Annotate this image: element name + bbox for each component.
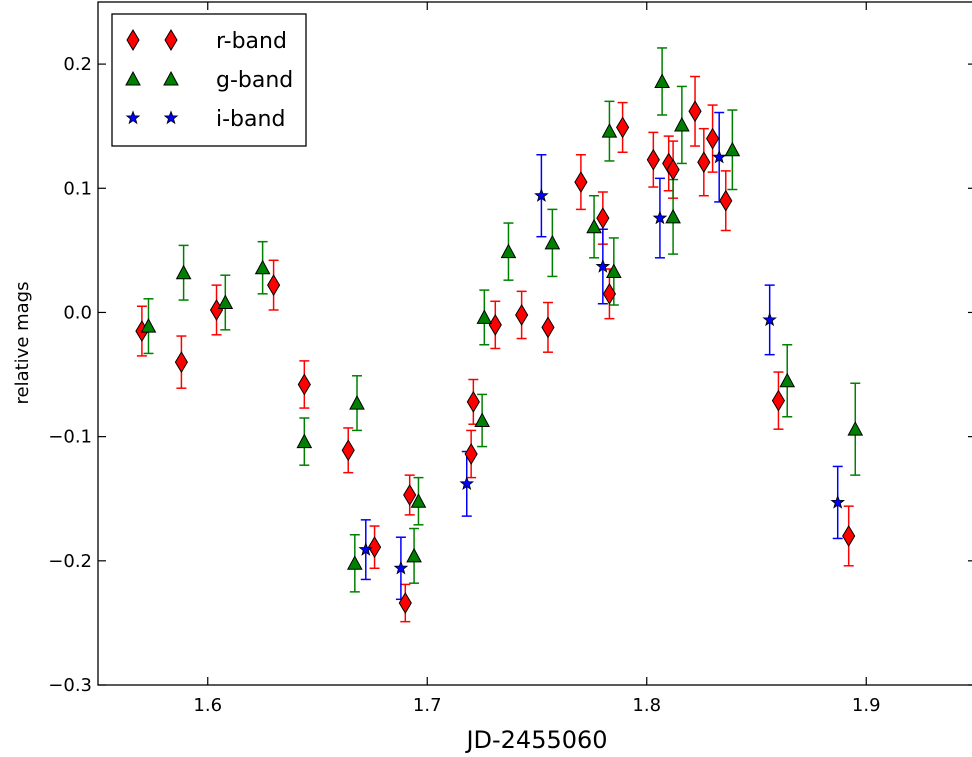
r-band-point bbox=[174, 351, 188, 374]
g-band-point bbox=[476, 309, 493, 324]
legend-label-r-band: r-band bbox=[216, 29, 287, 54]
g-band-point bbox=[217, 294, 234, 310]
r-band-point bbox=[464, 443, 478, 465]
g-band-point bbox=[175, 264, 192, 280]
g-band-point bbox=[724, 141, 741, 157]
x-axis-title: JD-2455060 bbox=[464, 726, 607, 754]
legend-marker-g-band bbox=[125, 70, 141, 86]
i-band-point bbox=[459, 476, 475, 491]
x-tick-label: 1.9 bbox=[852, 695, 881, 716]
i-band-point bbox=[393, 560, 409, 575]
g-band-point bbox=[296, 433, 313, 449]
i-band-point bbox=[830, 494, 846, 509]
r-band-point bbox=[771, 389, 786, 412]
r-band-point bbox=[646, 148, 660, 171]
legend-marker-g-band bbox=[163, 70, 179, 86]
r-band-point bbox=[616, 116, 630, 139]
y-tick-label: −0.2 bbox=[48, 551, 92, 572]
r-band-point bbox=[574, 171, 588, 194]
y-axis-title: relative mags bbox=[12, 282, 33, 405]
r-band-point bbox=[398, 592, 412, 615]
g-band-point bbox=[674, 116, 690, 132]
g-band-point bbox=[406, 547, 422, 563]
r-band-point bbox=[666, 158, 680, 181]
data-markers bbox=[135, 73, 864, 615]
r-band-point bbox=[719, 189, 733, 212]
y-tick-label: 0.2 bbox=[63, 54, 92, 75]
legend-label-g-band: g-band bbox=[216, 68, 293, 93]
r-band-point bbox=[515, 303, 529, 326]
y-tick-label: −0.3 bbox=[48, 675, 92, 696]
r-band-point bbox=[706, 127, 720, 150]
i-band-point bbox=[358, 541, 374, 556]
g-band-point bbox=[500, 243, 517, 259]
r-band-point bbox=[297, 373, 311, 396]
g-band-point bbox=[544, 234, 561, 250]
r-band-point bbox=[367, 536, 382, 559]
r-band-point bbox=[842, 525, 856, 547]
y-tick-label: 0.1 bbox=[63, 178, 92, 199]
g-band-point bbox=[779, 372, 796, 388]
x-tick-label: 1.7 bbox=[413, 695, 442, 716]
g-band-point bbox=[665, 208, 681, 224]
g-band-point bbox=[346, 555, 363, 570]
i-band-point bbox=[652, 210, 668, 225]
legend-marker-r-band bbox=[164, 29, 178, 51]
r-band-point bbox=[488, 313, 502, 336]
r-band-point bbox=[341, 439, 355, 462]
g-band-point bbox=[410, 493, 427, 508]
i-band-point bbox=[595, 258, 611, 273]
g-band-point bbox=[847, 421, 864, 436]
g-band-point bbox=[601, 123, 618, 138]
r-band-point bbox=[403, 484, 417, 506]
g-band-point bbox=[654, 73, 670, 88]
legend-marker-i-band bbox=[163, 110, 179, 125]
r-band-point bbox=[688, 100, 702, 123]
legend: r-band g-band i-band bbox=[111, 13, 307, 147]
legend-marker-i-band bbox=[125, 110, 141, 125]
r-band-point bbox=[466, 390, 480, 413]
legend-label-i-band: i-band bbox=[216, 107, 285, 132]
x-axis-ticks: 1.6 1.7 1.8 1.9 bbox=[193, 2, 881, 716]
g-band-point bbox=[474, 412, 490, 427]
r-band-point bbox=[541, 316, 555, 339]
legend-marker-r-band bbox=[126, 29, 140, 51]
i-band-point bbox=[534, 188, 549, 202]
legend-box bbox=[111, 13, 307, 147]
r-band-point bbox=[697, 151, 711, 174]
g-band-point bbox=[254, 259, 271, 275]
i-band-point bbox=[762, 312, 777, 327]
g-band-point bbox=[140, 318, 157, 333]
x-tick-label: 1.8 bbox=[632, 695, 661, 716]
r-band-point bbox=[596, 207, 610, 230]
i-band-point bbox=[711, 149, 727, 164]
g-band-point bbox=[605, 263, 622, 278]
x-tick-label: 1.6 bbox=[193, 695, 222, 716]
y-axis-ticks: −0.3 −0.2 −0.1 0.0 0.1 0.2 bbox=[48, 54, 972, 696]
y-tick-label: 0.0 bbox=[63, 302, 92, 323]
g-band-point bbox=[349, 395, 365, 410]
r-band-point bbox=[602, 282, 617, 305]
y-tick-label: −0.1 bbox=[48, 427, 92, 448]
r-band-point bbox=[267, 274, 281, 297]
g-band-point bbox=[586, 218, 602, 234]
